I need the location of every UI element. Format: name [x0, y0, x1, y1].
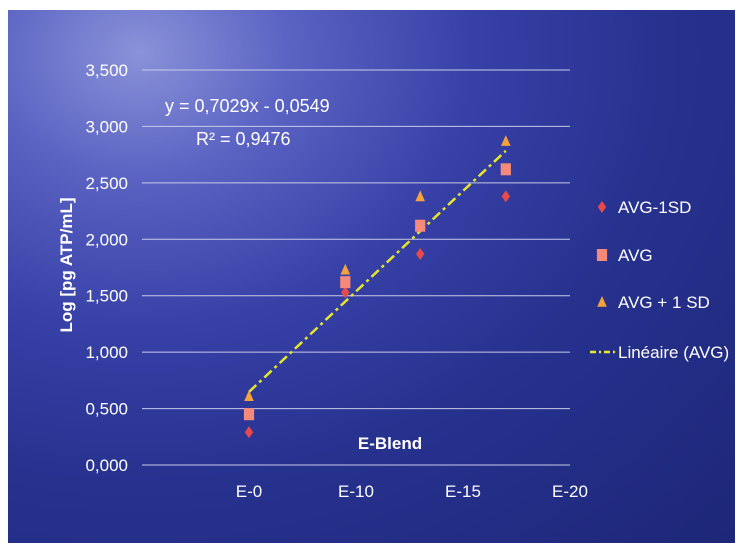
y-tick-label: 0,500: [85, 400, 128, 419]
legend-label: AVG-1SD: [618, 198, 691, 217]
x-axis-ticks: E-0 E-10 E-15 E-20: [236, 482, 588, 501]
y-axis-ticks: 0,000 0,500 1,000 1,500 2,000 2,500 3,000 3,500: [85, 61, 128, 475]
data-points: [243, 135, 511, 439]
x-axis-label: E-Blend: [358, 434, 422, 453]
data-point-square: [415, 219, 426, 232]
y-tick-label: 1,500: [85, 287, 128, 306]
trend-r-squared: R² = 0,9476: [196, 129, 291, 149]
y-tick-label: 1,000: [85, 343, 128, 362]
legend: AVG-1SD AVG AVG + 1 SD Linéaire (AVG): [590, 198, 729, 362]
x-tick-label: E-10: [338, 482, 374, 501]
trendline-avg: [248, 149, 507, 393]
data-point-square: [243, 408, 255, 421]
data-point-square: [340, 276, 351, 289]
x-tick-label: E-15: [445, 482, 481, 501]
data-point-diamond: [244, 426, 254, 439]
data-point-diamond: [416, 247, 425, 260]
data-point-diamond: [341, 286, 350, 299]
y-tick-label: 2,000: [85, 230, 128, 249]
legend-marker-triangle: [597, 296, 607, 307]
legend-marker-square: [596, 249, 608, 261]
legend-label: AVG: [618, 246, 653, 265]
trendline: [248, 149, 507, 393]
y-tick-label: 0,000: [85, 456, 128, 475]
trend-equation: y = 0,7029x - 0,0549: [165, 96, 330, 116]
legend-label: Linéaire (AVG): [618, 343, 729, 362]
y-tick-label: 3,500: [85, 61, 128, 80]
data-point-diamond: [501, 190, 510, 203]
y-axis-label: Log [pg ATP/mL]: [57, 197, 76, 332]
x-tick-label: E-0: [236, 482, 262, 501]
data-point-triangle: [340, 263, 351, 275]
y-tick-label: 2,500: [85, 174, 128, 193]
y-tick-label: 3,000: [85, 117, 128, 136]
x-tick-label: E-20: [552, 482, 588, 501]
data-point-square: [500, 163, 511, 176]
gridlines: [142, 69, 570, 466]
legend-marker-diamond: [597, 201, 607, 213]
data-point-triangle: [415, 190, 425, 202]
data-point-triangle: [501, 135, 511, 146]
legend-label: AVG + 1 SD: [618, 293, 710, 312]
data-point-triangle: [244, 390, 254, 401]
